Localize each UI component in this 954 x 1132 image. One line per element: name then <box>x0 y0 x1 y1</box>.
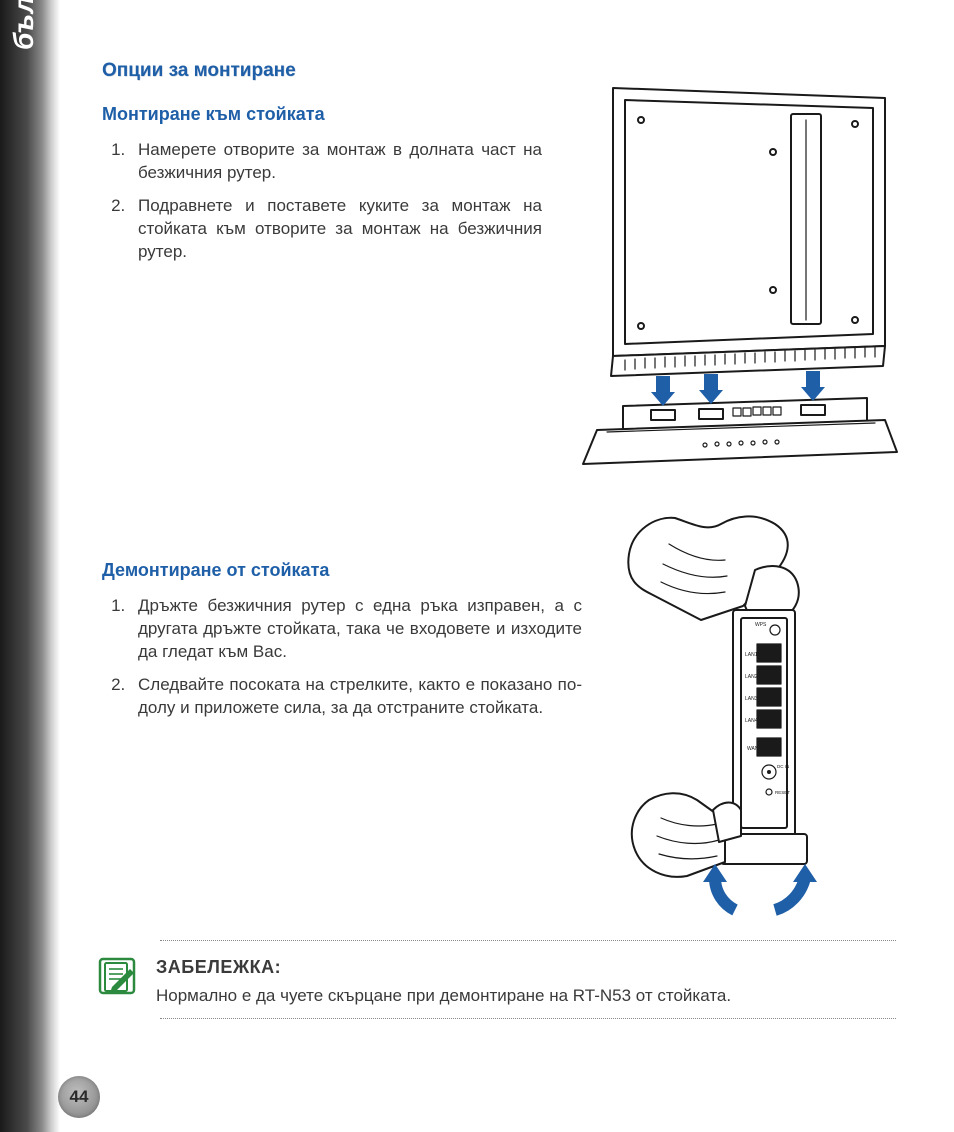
language-tab-text: български <box>8 0 39 50</box>
mount-arrow-1-icon <box>651 376 675 406</box>
port-label-lan2: LAN2 <box>745 674 758 680</box>
port-label-wan: WAN <box>747 746 759 752</box>
port-label-dcin: DC IN <box>777 764 789 769</box>
twist-arrow-right-icon <box>775 864 817 910</box>
figure-router-stand <box>555 80 900 465</box>
note-icon <box>96 955 138 997</box>
unmount-step-1: Дръжте безжичния рутер с една ръка изпра… <box>130 595 582 664</box>
unmount-steps: Дръжте безжичния рутер с една ръка изпра… <box>102 595 582 720</box>
twist-arrow-left-icon <box>703 864 735 910</box>
figure-hands-remove: WPS LAN1 LAN2 LAN3 LAN4 WAN DC IN RESET <box>605 510 905 930</box>
port-label-wps: WPS <box>755 622 767 628</box>
note-title: ЗАБЕЛЕЖКА: <box>156 957 731 978</box>
section-title: Опции за монтиране <box>102 60 902 82</box>
mount-step-2: Подравнете и поставете куките за монтаж … <box>130 195 542 264</box>
port-label-reset: RESET <box>775 790 790 795</box>
mount-steps: Намерете отворите за монтаж в долната ча… <box>102 139 542 264</box>
mount-arrow-3-icon <box>801 371 825 401</box>
port-label-lan1: LAN1 <box>745 652 758 658</box>
note-box: ЗАБЕЛЕЖКА: Нормално е да чуете скърцане … <box>86 940 896 1029</box>
mount-arrow-2-icon <box>699 374 723 404</box>
port-label-lan4: LAN4 <box>745 718 758 724</box>
page-number-badge: 44 <box>58 1076 100 1118</box>
note-divider-bottom <box>160 1018 896 1019</box>
page-number: 44 <box>70 1087 89 1107</box>
port-label-lan3: LAN3 <box>745 696 758 702</box>
unmount-step-2: Следвайте посоката на стрелките, както е… <box>130 674 582 720</box>
mount-step-1: Намерете отворите за монтаж в долната ча… <box>130 139 542 185</box>
note-body: Нормално е да чуете скърцане при демонти… <box>156 986 731 1006</box>
note-divider-top <box>160 940 896 941</box>
side-gradient <box>0 0 60 1132</box>
language-tab: български <box>8 0 40 50</box>
